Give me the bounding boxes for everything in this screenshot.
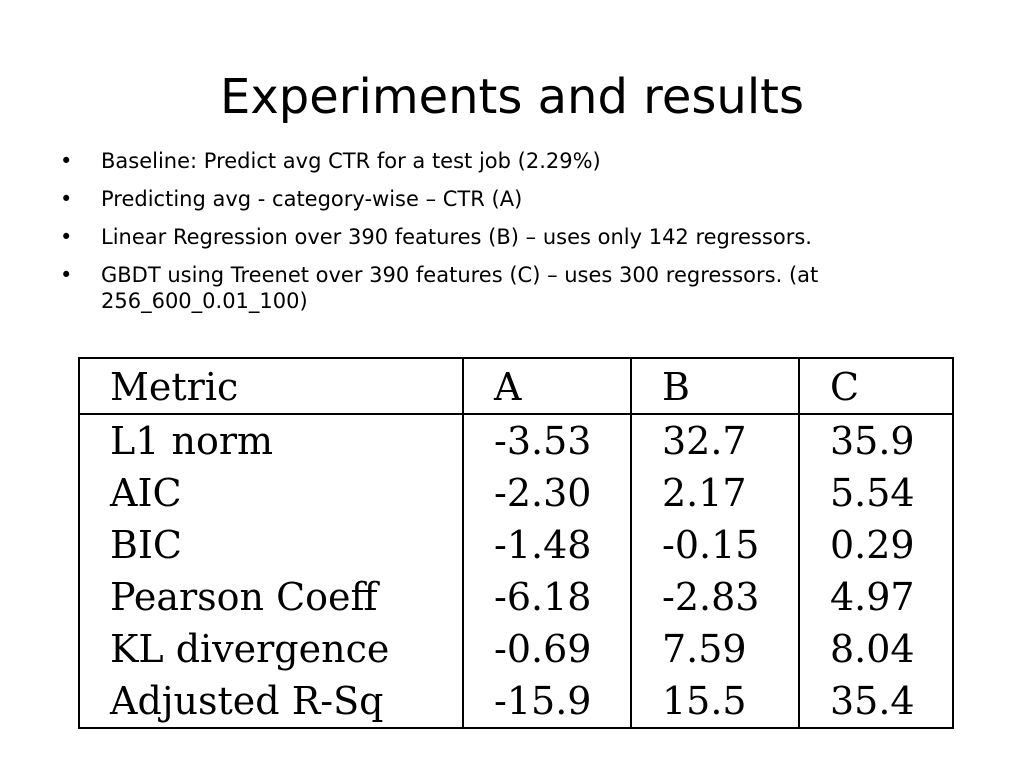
- cell-c: 8.04: [798, 623, 954, 675]
- cell-b: 15.5: [630, 675, 800, 728]
- bullet-text: Baseline: Predict avg CTR for a test job…: [101, 149, 601, 173]
- cell-a: -15.9: [462, 675, 632, 728]
- cell-metric: BIC: [78, 519, 464, 571]
- bullet-dot-icon: •: [60, 263, 73, 287]
- cell-a: -2.30: [462, 467, 632, 519]
- table-row: AIC -2.30 2.17 5.54: [78, 467, 954, 519]
- table-row: Adjusted R-Sq -15.9 15.5 35.4: [78, 675, 954, 728]
- slide-title: Experiments and results: [220, 69, 804, 125]
- table-row: L1 norm -3.53 32.7 35.9: [78, 414, 954, 467]
- bullet-dot-icon: •: [60, 225, 73, 249]
- bullet-text: GBDT using Treenet over 390 features (C)…: [101, 263, 819, 313]
- bullet-text: Linear Regression over 390 features (B) …: [101, 225, 812, 249]
- cell-b: -0.15: [630, 519, 800, 571]
- cell-c: 0.29: [798, 519, 954, 571]
- table-header-row: Metric A B C: [78, 358, 954, 415]
- cell-a: -6.18: [462, 571, 632, 623]
- cell-metric: Pearson Coeff: [78, 571, 464, 623]
- bullet-item: • GBDT using Treenet over 390 features (…: [60, 262, 990, 314]
- table-row: BIC -1.48 -0.15 0.29: [78, 519, 954, 571]
- cell-b: 7.59: [630, 623, 800, 675]
- header-metric: Metric: [78, 358, 464, 415]
- cell-metric: AIC: [78, 467, 464, 519]
- cell-metric: L1 norm: [78, 414, 464, 467]
- cell-a: -0.69: [462, 623, 632, 675]
- cell-b: 2.17: [630, 467, 800, 519]
- bullet-list: • Baseline: Predict avg CTR for a test j…: [60, 148, 990, 326]
- cell-a: -1.48: [462, 519, 632, 571]
- bullet-item: • Baseline: Predict avg CTR for a test j…: [60, 148, 990, 174]
- table-row: KL divergence -0.69 7.59 8.04: [78, 623, 954, 675]
- bullet-item: • Predicting avg - category-wise – CTR (…: [60, 186, 990, 212]
- cell-c: 35.9: [798, 414, 954, 467]
- results-table: Metric A B C L1 norm -3.53 32.7 35.9 AIC…: [78, 357, 954, 729]
- cell-c: 35.4: [798, 675, 954, 728]
- header-a: A: [462, 358, 632, 415]
- cell-c: 5.54: [798, 467, 954, 519]
- bullet-text: Predicting avg - category-wise – CTR (A): [101, 187, 523, 211]
- table-row: Pearson Coeff -6.18 -2.83 4.97: [78, 571, 954, 623]
- bullet-dot-icon: •: [60, 149, 73, 173]
- cell-b: 32.7: [630, 414, 800, 467]
- cell-c: 4.97: [798, 571, 954, 623]
- cell-metric: Adjusted R-Sq: [78, 675, 464, 728]
- header-b: B: [630, 358, 800, 415]
- cell-b: -2.83: [630, 571, 800, 623]
- bullet-item: • Linear Regression over 390 features (B…: [60, 224, 990, 250]
- cell-metric: KL divergence: [78, 623, 464, 675]
- cell-a: -3.53: [462, 414, 632, 467]
- header-c: C: [798, 358, 954, 415]
- bullet-dot-icon: •: [60, 187, 73, 211]
